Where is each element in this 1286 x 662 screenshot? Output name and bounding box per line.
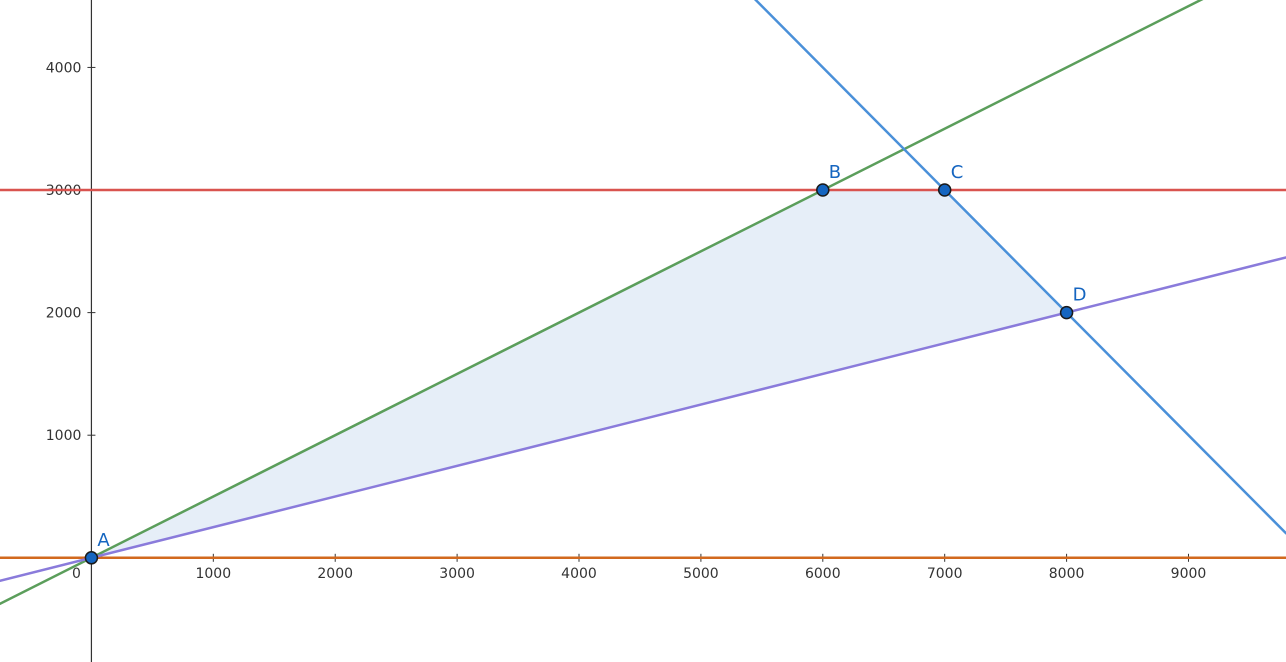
point-d[interactable]: D [1059, 285, 1087, 320]
x-tick-label: 1000 [195, 566, 231, 582]
y-tick-label: 1000 [46, 428, 82, 444]
x-tick-label: 3000 [439, 566, 475, 582]
y-tick-label: 2000 [46, 306, 82, 322]
line-y-half-x [0, 0, 1204, 606]
feasible-region-layer [91, 190, 1067, 558]
x-tick-label: 2000 [317, 566, 353, 582]
feasible-region [91, 190, 1067, 558]
origin-label: 0 [72, 566, 81, 582]
y-tick-label: 4000 [46, 60, 82, 76]
point-marker[interactable] [84, 551, 99, 565]
point-marker[interactable] [1059, 305, 1074, 320]
x-tick-label: 6000 [805, 566, 841, 582]
x-tick-label: 5000 [683, 566, 719, 582]
point-marker[interactable] [816, 183, 830, 197]
x-tick-label: 9000 [1171, 566, 1207, 582]
point-a[interactable]: A [84, 530, 110, 565]
line-x-plus-y-10000 [753, 0, 1286, 535]
point-label: D [1073, 285, 1087, 306]
point-label: B [829, 162, 841, 183]
x-tick-label: 7000 [927, 566, 963, 582]
point-b[interactable]: B [816, 162, 841, 197]
point-c[interactable]: C [937, 162, 964, 197]
x-tick-label: 8000 [1049, 566, 1085, 582]
vertex-points: A B C D [84, 162, 1087, 565]
point-label: C [951, 162, 964, 183]
x-tick-label: 4000 [561, 566, 597, 582]
point-marker[interactable] [937, 183, 952, 197]
tick-labels: 1000 2000 3000 4000 5000 6000 7000 8000 9000 0 100… [46, 60, 1207, 581]
point-label: A [97, 530, 110, 551]
